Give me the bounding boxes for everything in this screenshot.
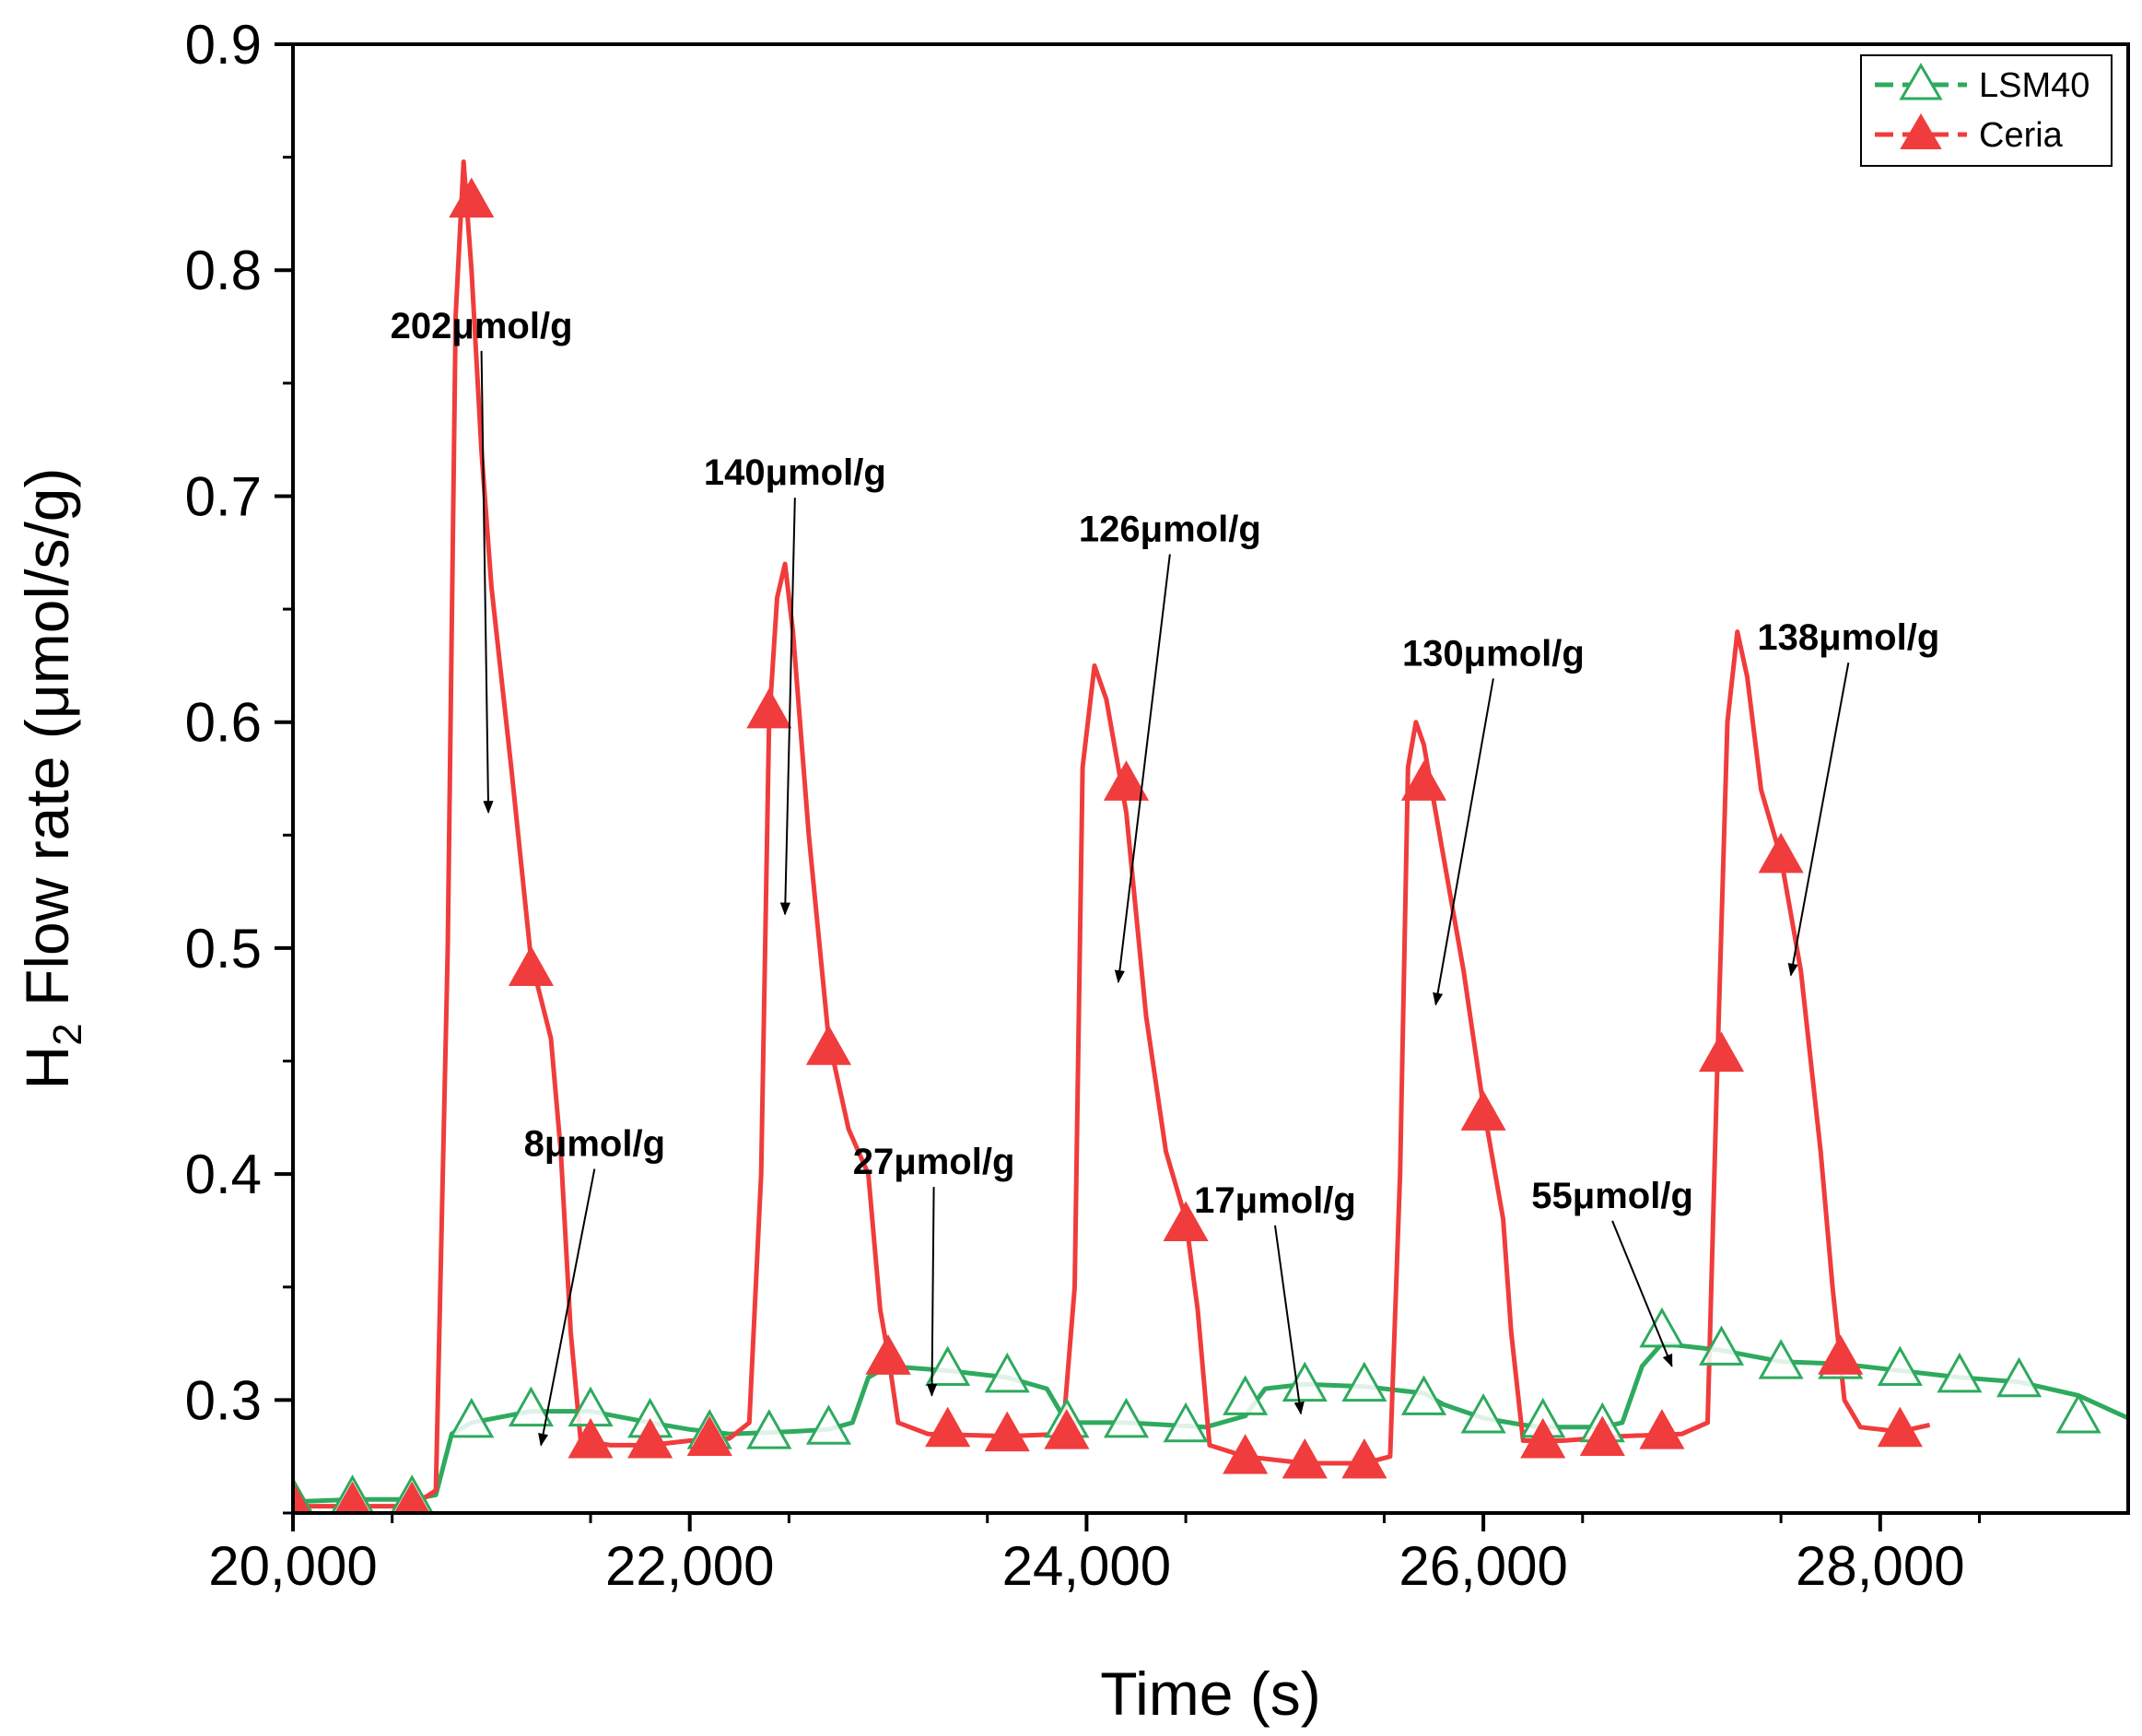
x-tick-label: 20,000 — [208, 1535, 378, 1597]
data-point-ceria — [293, 1481, 311, 1513]
data-point-ceria — [1163, 1201, 1209, 1242]
data-point-lsm40 — [1639, 1307, 1685, 1348]
data-point-ceria — [805, 1025, 852, 1065]
x-tick-label: 24,000 — [1002, 1535, 1172, 1597]
data-point-lsm40 — [2055, 1392, 2101, 1434]
y-tick-label: 0.3 — [185, 1369, 262, 1431]
y-tick-label: 0.5 — [185, 918, 262, 979]
data-point-lsm40 — [1698, 1325, 1745, 1366]
legend-box — [1860, 54, 2113, 167]
data-point-ceria — [1698, 1031, 1745, 1073]
legend: LSM40 Ceria — [1860, 54, 2113, 167]
data-point-ceria — [393, 1481, 430, 1513]
y-axis-title: H2 Flow rate (μmol/s/g) — [13, 468, 90, 1090]
x-tick-label: 28,000 — [1796, 1535, 1965, 1597]
x-axis-title: Time (s) — [1100, 1660, 1321, 1728]
annotation-label: 202μmol/g — [391, 306, 573, 346]
x-tick-label: 26,000 — [1399, 1535, 1568, 1597]
data-point-lsm40 — [925, 1345, 971, 1387]
annotation-arrow — [779, 498, 796, 916]
annotation-label: 126μmol/g — [1079, 510, 1261, 550]
data-point-ceria — [627, 1417, 673, 1459]
annotation-label: 8μmol/g — [524, 1124, 665, 1165]
data-point-lsm40 — [805, 1404, 852, 1445]
y-axis-title-main: H — [13, 1046, 81, 1090]
data-point-ceria — [449, 177, 495, 218]
data-point-lsm40 — [1223, 1375, 1269, 1415]
legend-marker-ceria — [1900, 113, 1942, 149]
data-point-ceria — [1639, 1409, 1685, 1449]
annotation-arrow — [1787, 663, 1850, 977]
annotation-arrow — [1114, 554, 1171, 984]
data-point-lsm40 — [508, 1386, 554, 1427]
data-point-ceria — [1400, 760, 1447, 801]
y-tick-label: 0.8 — [185, 240, 262, 301]
data-point-lsm40 — [1758, 1339, 1804, 1379]
data-point-ceria — [1223, 1434, 1269, 1474]
data-point-lsm40 — [1282, 1361, 1328, 1402]
data-point-ceria — [1520, 1417, 1566, 1459]
data-point-lsm40 — [449, 1397, 495, 1438]
y-axis-title-rest: Flow rate (μmol/s/g) — [13, 468, 81, 1024]
data-point-ceria — [925, 1406, 971, 1448]
data-point-lsm40 — [1937, 1352, 1983, 1393]
data-point-lsm40 — [746, 1409, 792, 1449]
series-layer — [293, 159, 2128, 1513]
y-tick-label: 0.9 — [185, 14, 262, 76]
data-point-ceria — [1579, 1415, 1625, 1457]
data-point-ceria — [1877, 1406, 1923, 1448]
data-point-ceria — [1044, 1409, 1090, 1449]
data-point-lsm40 — [1163, 1402, 1209, 1443]
y-tick-label: 0.7 — [185, 465, 262, 527]
annotation-arrow — [538, 1168, 596, 1447]
y-tick-label: 0.4 — [185, 1144, 262, 1205]
annotation-label: 17μmol/g — [1194, 1180, 1356, 1221]
data-point-ceria — [746, 687, 792, 729]
data-point-lsm40 — [1877, 1345, 1923, 1387]
y-axis-title-subscript: 2 — [45, 1023, 90, 1045]
legend-label-ceria: Ceria — [1979, 116, 2064, 155]
series-line-ceria — [293, 159, 1931, 1509]
annotation-label: 130μmol/g — [1402, 633, 1585, 674]
data-point-lsm40 — [984, 1352, 1030, 1393]
data-point-lsm40 — [1996, 1356, 2043, 1398]
annotation-label: 138μmol/g — [1757, 617, 1939, 658]
data-point-lsm40 — [1400, 1375, 1447, 1415]
annotation-arrow — [1611, 1220, 1673, 1367]
data-point-ceria — [865, 1334, 911, 1375]
x-tick-label: 22,000 — [605, 1535, 775, 1597]
legend-marker-lsm40 — [1899, 63, 1943, 100]
plot-frame — [291, 42, 2130, 1515]
data-point-ceria — [1460, 1090, 1506, 1131]
data-point-ceria — [1341, 1437, 1387, 1479]
data-point-ceria — [1818, 1334, 1864, 1375]
axis-layer: 20,000 22,000 24,000 26,000 28,000 0.3 0.4 0.5 0… — [185, 14, 1981, 1597]
data-point-lsm40 — [1460, 1392, 1506, 1434]
data-point-ceria — [568, 1417, 614, 1459]
annotation-arrow — [926, 1187, 938, 1397]
annotation-arrow — [1273, 1225, 1305, 1415]
data-point-lsm40 — [1341, 1361, 1387, 1402]
data-point-ceria — [984, 1411, 1030, 1452]
data-point-ceria — [1758, 832, 1804, 874]
annotation-label: 55μmol/g — [1531, 1176, 1693, 1216]
data-point-ceria — [686, 1415, 732, 1457]
data-point-ceria — [334, 1481, 371, 1513]
data-point-ceria — [1282, 1437, 1328, 1479]
annotation-arrow — [1433, 678, 1494, 1006]
annotation-label: 140μmol/g — [704, 452, 886, 493]
annotation-arrow — [480, 350, 494, 815]
data-point-lsm40 — [1103, 1397, 1150, 1438]
annotation-label: 27μmol/g — [853, 1142, 1015, 1182]
data-point-ceria — [508, 945, 554, 986]
legend-label-lsm40: LSM40 — [1979, 66, 2089, 105]
y-tick-label: 0.6 — [185, 692, 262, 754]
data-point-ceria — [1103, 760, 1150, 801]
annotation-layer: 202μmol/g 140μmol/g 126μmol/g 130μmol/g 138μ… — [391, 306, 1939, 1447]
